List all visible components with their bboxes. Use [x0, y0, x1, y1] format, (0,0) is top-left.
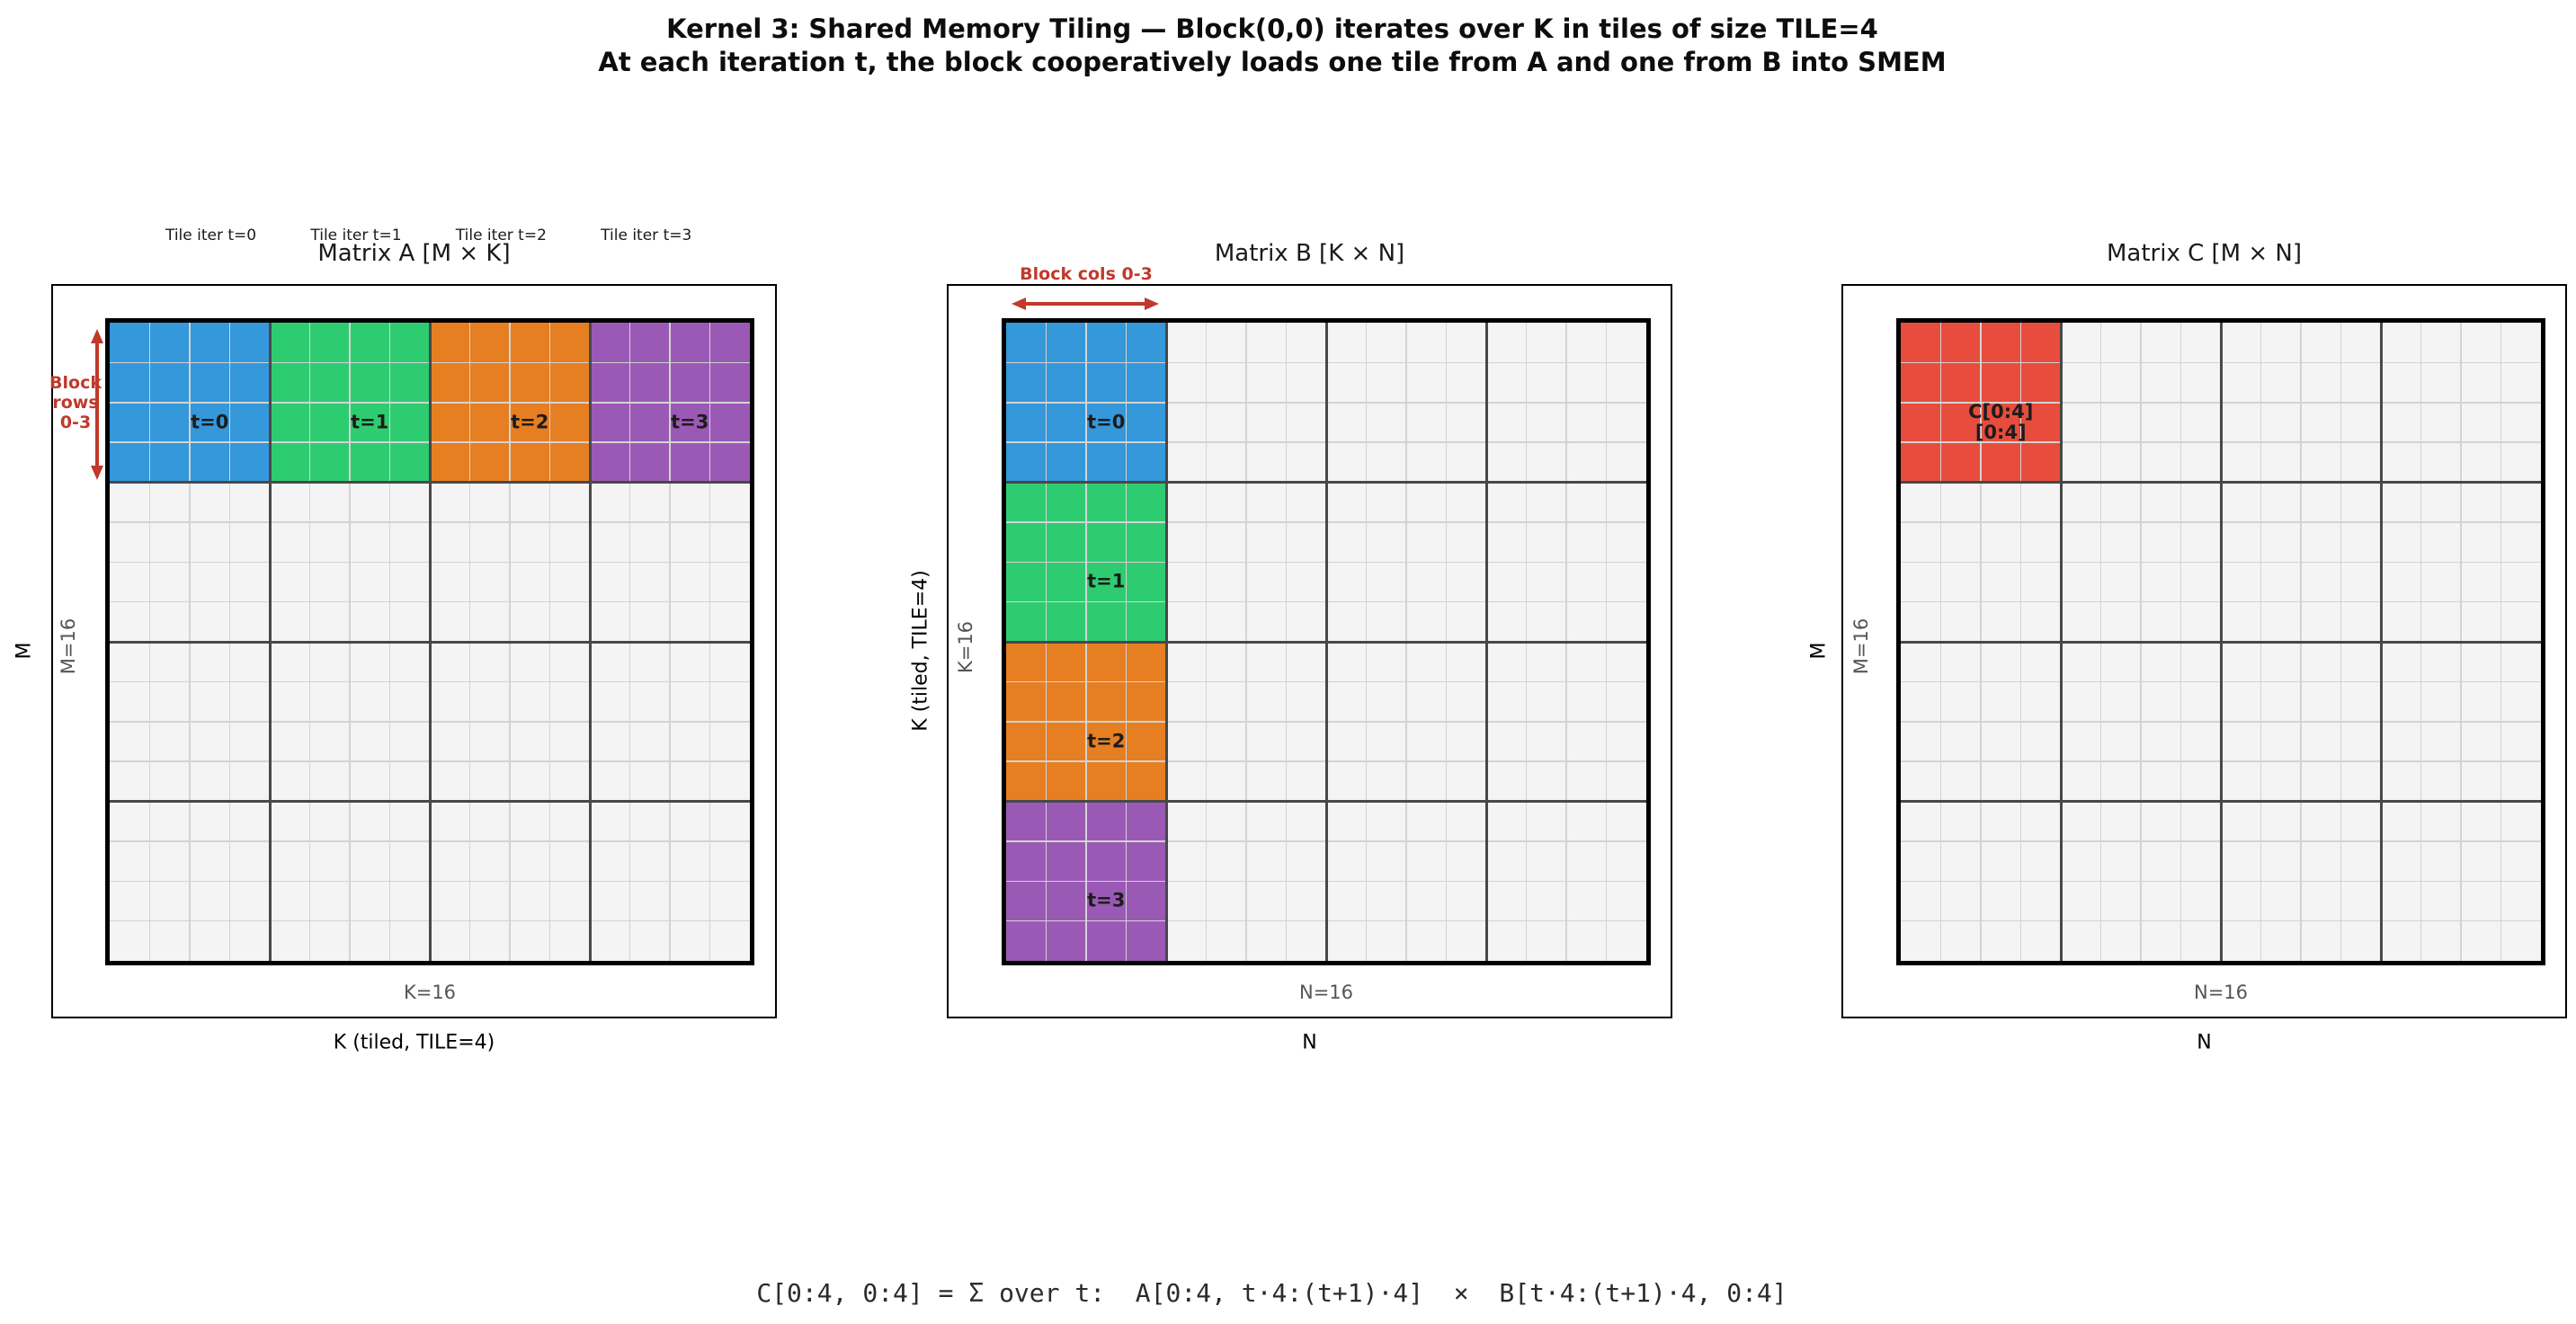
- matrix-A-grid: t=0 t=1 t=2 t=3: [105, 318, 754, 965]
- formula: C[0:4, 0:4] = Σ over t: A[0:4, t·4:(t+1)…: [756, 1278, 1787, 1308]
- figure-title-line1: Kernel 3: Shared Memory Tiling — Block(0…: [666, 13, 1878, 44]
- matrix-C-cells: C[0:4] [0:4]: [1901, 323, 2541, 961]
- block-annotation-line: rows: [52, 393, 99, 413]
- block-annotation-line: Block cols 0-3: [1020, 264, 1153, 284]
- block-annotation-B: Block cols 0-3: [1020, 264, 1153, 284]
- grid-major-line: [110, 800, 750, 803]
- block-cols-arrow: [1012, 298, 1159, 310]
- tile-label-B: t=0: [1087, 411, 1126, 433]
- xlabel-C: N: [2197, 1031, 2212, 1054]
- tile-label-A: t=2: [511, 411, 549, 433]
- tile-label-A: t=0: [191, 411, 229, 433]
- grid-major-line: [1901, 800, 2541, 803]
- matrix-A-frame: [51, 284, 777, 1018]
- matrix-A-cells: t=0 t=1 t=2 t=3: [110, 323, 750, 961]
- inner-ylabel-B: K=16: [955, 620, 976, 674]
- tile-label-B: t=3: [1087, 889, 1126, 911]
- figure-title: Kernel 3: Shared Memory Tiling — Block(0…: [0, 13, 2545, 79]
- block-annotation-line: Block: [49, 373, 102, 393]
- tile-iter-label: Tile iter t=3: [601, 227, 692, 244]
- figure-title-line2: At each iteration t, the block cooperati…: [598, 47, 1947, 77]
- matrix-C-frame: [1841, 284, 2567, 1018]
- grid-major-line: [1006, 800, 1646, 803]
- tile-label-C: C[0:4] [0:4]: [1968, 400, 2034, 443]
- ylabel-C: M: [1807, 642, 1831, 660]
- matrix-C-title: Matrix C [M × N]: [2106, 240, 2303, 267]
- tile-iter-label: Tile iter t=1: [310, 227, 402, 244]
- tile-iter-label: Tile iter t=0: [165, 227, 257, 244]
- block-annotation-line: 0-3: [59, 413, 92, 432]
- matrix-B-frame: [947, 284, 1672, 1018]
- inner-xlabel-C: N=16: [2193, 982, 2249, 1003]
- grid-major-line: [110, 640, 750, 644]
- matrix-B-title: Matrix B [K × N]: [1214, 240, 1405, 267]
- tile-label-B: t=2: [1087, 730, 1126, 752]
- grid-major-line: [1006, 481, 1646, 484]
- inner-ylabel-C: M=16: [1850, 618, 1872, 675]
- grid-major-line: [1006, 640, 1646, 644]
- tile-label-A: t=1: [351, 411, 389, 433]
- block-rows-arrow: [91, 329, 103, 480]
- xlabel-B: N: [1302, 1031, 1317, 1054]
- matrix-C-grid: C[0:4] [0:4]: [1896, 318, 2545, 965]
- tile-label-A: t=3: [671, 411, 709, 433]
- tile-label-B: t=1: [1087, 570, 1126, 592]
- inner-xlabel-A: K=16: [403, 982, 457, 1003]
- matrix-A-title: Matrix A [M × K]: [317, 240, 511, 267]
- ylabel-B: K (tiled, TILE=4): [909, 570, 932, 732]
- inner-xlabel-B: N=16: [1298, 982, 1354, 1003]
- xlabel-A: K (tiled, TILE=4): [333, 1031, 495, 1054]
- inner-ylabel-A: M=16: [58, 618, 79, 675]
- matrix-B-grid: t=0 t=1 t=2 t=3: [1002, 318, 1651, 965]
- block-annotation-A: Block rows 0-3: [49, 373, 102, 432]
- matrix-B-cells: t=0 t=1 t=2 t=3: [1006, 323, 1646, 961]
- grid-major-line: [1901, 640, 2541, 644]
- ylabel-A: M: [13, 642, 36, 660]
- grid-major-line: [1901, 481, 2541, 484]
- tile-iter-label: Tile iter t=2: [455, 227, 547, 244]
- grid-major-line: [110, 481, 750, 484]
